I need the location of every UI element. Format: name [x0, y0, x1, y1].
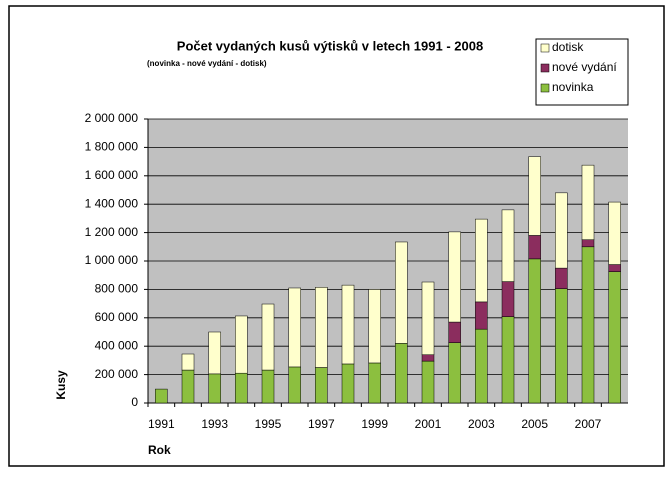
bar-segment: [581, 239, 595, 248]
legend-swatch: [540, 43, 550, 53]
bar-segment: [368, 289, 381, 364]
y-tick-label: 200 000: [95, 367, 139, 381]
x-tick-label: 1999: [361, 417, 388, 431]
bar-segment: [421, 360, 435, 404]
bar-segment: [448, 321, 461, 343]
bar-segment: [555, 267, 568, 289]
y-tick-label: 1 400 000: [85, 196, 139, 210]
bar-segment: [421, 354, 435, 362]
x-tick-label: 2003: [468, 417, 495, 431]
bar-segment: [155, 388, 168, 404]
bar-segment: [448, 231, 461, 323]
legend-label: nové vydání: [552, 60, 617, 74]
bar-segment: [475, 218, 488, 303]
bar-segment: [395, 343, 408, 404]
y-tick-label: 1 600 000: [85, 168, 139, 182]
bar-segment: [288, 366, 301, 404]
bar-segment: [475, 328, 488, 404]
bar-segment: [528, 235, 541, 260]
x-tick-label: 1993: [201, 417, 228, 431]
bar-segment: [501, 316, 515, 404]
x-tick-label: 1997: [308, 417, 335, 431]
bar-segment: [261, 303, 275, 371]
bar-segment: [181, 369, 195, 404]
chart-title: Počet vydaných kusů výtisků v letech 199…: [177, 38, 483, 53]
bar-segment: [368, 362, 381, 404]
bar-segment: [341, 284, 355, 365]
y-tick-label: 800 000: [95, 282, 139, 296]
bar-segment: [608, 264, 621, 272]
x-tick-label: 1991: [148, 417, 175, 431]
bar-segment: [555, 288, 568, 404]
bar-segment: [261, 369, 275, 404]
bar-segment: [528, 258, 541, 404]
bar-segment: [581, 246, 595, 404]
y-axis-label: Kusy: [54, 370, 68, 400]
chart-subtitle: (novinka - nové vydání - dotisk): [147, 59, 267, 68]
y-tick-label: 400 000: [95, 338, 139, 352]
bar-segment: [555, 192, 568, 269]
bar-segment: [181, 353, 195, 371]
y-tick-label: 1 200 000: [85, 225, 139, 239]
y-tick-label: 0: [131, 395, 138, 409]
bar-segment: [501, 209, 515, 282]
y-tick-label: 2 000 000: [85, 111, 139, 125]
bar-segment: [581, 164, 595, 240]
y-tick-label: 1 800 000: [85, 140, 139, 154]
bar-segment: [475, 301, 488, 330]
x-axis-label: Rok: [148, 443, 171, 457]
x-tick-label: 2007: [575, 417, 602, 431]
legend-label: dotisk: [552, 40, 584, 54]
bar-segment: [315, 287, 328, 368]
x-tick-label: 1995: [255, 417, 282, 431]
y-tick-label: 600 000: [95, 310, 139, 324]
legend-swatch: [540, 63, 550, 73]
bar-segment: [235, 315, 248, 374]
bar-segment: [288, 287, 301, 368]
bar-segment: [608, 271, 621, 404]
bar-segment: [448, 342, 461, 404]
y-tick-label: 1 000 000: [85, 253, 139, 267]
bar-segment: [608, 201, 621, 265]
bar-segment: [528, 156, 541, 236]
x-tick-label: 2005: [521, 417, 548, 431]
bar-segment: [208, 373, 221, 404]
bar-segment: [208, 331, 221, 375]
bar-segment: [395, 241, 408, 344]
legend-swatch: [540, 83, 550, 93]
legend-box: [535, 38, 629, 106]
bar-segment: [341, 363, 355, 404]
bar-segment: [235, 372, 248, 404]
bar-segment: [501, 281, 515, 317]
bar-segment: [315, 367, 328, 404]
x-tick-label: 2001: [415, 417, 442, 431]
bar-segment: [421, 281, 435, 355]
legend-label: novinka: [552, 80, 594, 94]
